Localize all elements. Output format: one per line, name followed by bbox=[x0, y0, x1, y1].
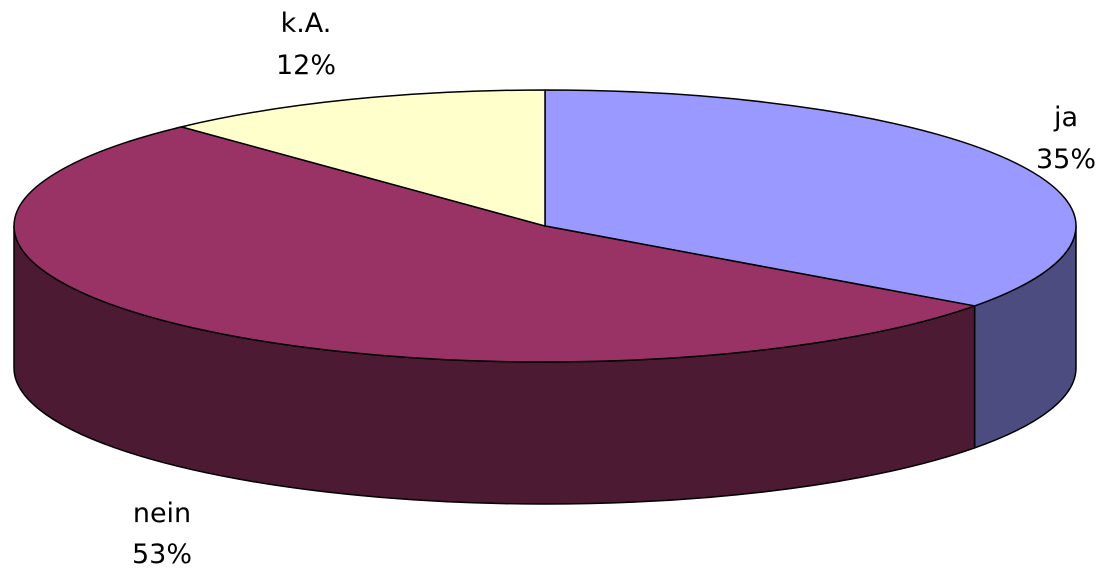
label-ka: k.A. 12% bbox=[276, 8, 336, 81]
label-ja: ja 35% bbox=[1036, 102, 1096, 175]
pie-tops bbox=[13, 89, 1077, 363]
label-ja-name: ja bbox=[1053, 102, 1078, 133]
pie-sides bbox=[13, 225, 1077, 505]
pie-slice-ja bbox=[544, 89, 1077, 307]
label-nein-percent: 53% bbox=[132, 539, 192, 569]
label-ka-name: k.A. bbox=[281, 8, 332, 39]
label-nein: nein 53% bbox=[132, 498, 192, 569]
label-ka-percent: 12% bbox=[276, 50, 336, 81]
pie-slice-nein bbox=[13, 126, 976, 363]
pie-slice-ka bbox=[180, 89, 546, 227]
label-ja-percent: 35% bbox=[1036, 144, 1096, 175]
label-nein-name: nein bbox=[133, 498, 191, 529]
